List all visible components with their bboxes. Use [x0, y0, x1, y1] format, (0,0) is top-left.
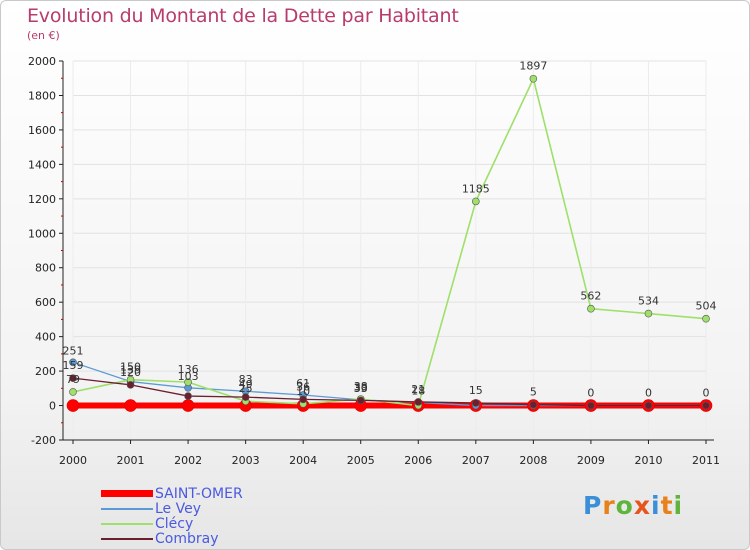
data-label-le-vey: 83 — [239, 373, 253, 386]
data-label-combray: 0 — [587, 387, 594, 400]
y-tick-label: 1400 — [28, 158, 56, 171]
x-tick-label: 2003 — [232, 454, 260, 467]
data-point-clecy — [702, 314, 710, 323]
data-point-clecy — [184, 378, 192, 386]
x-tick-label: 2006 — [404, 454, 432, 467]
data-point-clecy — [644, 309, 653, 318]
x-tick-label: 2004 — [289, 454, 317, 467]
legend-label-clecy: Clécy — [155, 515, 194, 532]
data-label-combray: 159 — [63, 359, 84, 372]
data-point-combray — [69, 374, 77, 382]
y-tick-label: -200 — [31, 434, 56, 447]
data-label-le-vey: 18 — [411, 384, 425, 397]
data-point-combray — [587, 401, 595, 410]
data-point-combray — [472, 399, 480, 407]
data-point-combray — [126, 381, 135, 389]
data-label-clecy: 25 — [239, 382, 253, 395]
y-tick-label: 1200 — [28, 193, 56, 206]
data-label-le-vey: 139 — [120, 364, 141, 377]
data-label-combray: 36 — [296, 380, 310, 393]
data-point-clecy — [472, 197, 480, 206]
series-line-clecy — [72, 77, 707, 407]
data-label-le-vey: 251 — [63, 344, 84, 357]
x-tick-label: 2010 — [634, 454, 662, 467]
data-point-combray — [644, 401, 653, 410]
data-point-combray — [529, 400, 538, 409]
y-tick-label: 1000 — [28, 227, 56, 240]
data-label-combray: 0 — [645, 387, 652, 400]
chart-title: Evolution du Montant de la Dette par Hab… — [27, 5, 459, 27]
data-label-clecy: 10 — [296, 385, 310, 398]
data-point-combray — [184, 392, 192, 400]
legend-swatch-clecy — [101, 522, 153, 525]
data-label-clecy: 534 — [638, 295, 659, 308]
y-tick-label: 1800 — [28, 89, 56, 102]
y-tick-label: 0 — [49, 400, 56, 413]
legend-swatch-le-vey — [101, 507, 153, 510]
y-tick-label: 200 — [35, 365, 56, 378]
y-tick-label: 1600 — [28, 124, 56, 137]
data-point-clecy — [69, 388, 77, 396]
y-tick-label: 400 — [35, 331, 56, 344]
data-label-clecy: 562 — [580, 290, 601, 303]
series-line-le-vey — [72, 361, 706, 407]
data-point-saint-omer — [124, 399, 137, 412]
data-label-combray: 5 — [530, 386, 537, 399]
data-point-saint-omer — [181, 399, 195, 412]
x-tick-label: 2002 — [174, 454, 202, 467]
series-line-combray — [72, 377, 706, 407]
legend-item-saint-omer[interactable]: SAINT-OMER — [101, 485, 243, 502]
data-label-clecy: 38 — [354, 380, 368, 393]
legend-label-combray: Combray — [155, 530, 219, 547]
x-tick-label: 2001 — [117, 454, 145, 467]
x-tick-label: 2008 — [519, 454, 547, 467]
x-tick-label: 2007 — [462, 454, 490, 467]
data-label-le-vey: 61 — [296, 377, 310, 390]
legend-item-le-vey[interactable]: Le Vey — [101, 500, 243, 517]
data-point-combray — [414, 398, 423, 406]
data-label-combray: 120 — [120, 366, 141, 379]
data-point-combray — [702, 401, 710, 410]
x-tick-label: 2009 — [577, 454, 605, 467]
legend-swatch-combray — [101, 537, 153, 540]
y-tick-label: 800 — [35, 262, 56, 275]
data-point-combray — [299, 395, 307, 404]
data-point-clecy — [529, 74, 538, 83]
x-tick-label: 2000 — [59, 454, 87, 467]
data-point-saint-omer — [66, 399, 80, 412]
data-label-clecy: 1185 — [462, 182, 490, 195]
data-point-clecy — [587, 304, 595, 313]
legend-label-le-vey: Le Vey — [155, 500, 202, 517]
data-label-combray: 0 — [703, 387, 710, 400]
x-tick-label: 2005 — [347, 454, 375, 467]
data-point-le-vey — [69, 358, 77, 367]
legend-label-saint-omer: SAINT-OMER — [155, 485, 243, 502]
chart-subtitle: (en €) — [27, 29, 60, 42]
y-tick-label: 2000 — [28, 55, 56, 68]
data-label-clecy: 79 — [66, 373, 80, 386]
data-label-combray: 30 — [354, 381, 368, 394]
proxiti-logo: Proxiti — [583, 491, 684, 520]
y-tick-label: 600 — [35, 296, 56, 309]
legend: SAINT-OMER Le Vey Clécy Combray — [101, 485, 243, 547]
data-label-combray: 21 — [411, 383, 425, 396]
legend-item-combray[interactable]: Combray — [101, 530, 243, 547]
data-label-le-vey: 103 — [178, 370, 199, 383]
legend-swatch-saint-omer — [101, 490, 153, 497]
legend-item-clecy[interactable]: Clécy — [101, 515, 243, 532]
x-tick-label: 2011 — [692, 454, 720, 467]
data-label-combray: 15 — [469, 384, 483, 397]
data-label-clecy: 150 — [120, 361, 141, 374]
data-label-clecy: 1897 — [519, 60, 547, 73]
data-label-clecy: 136 — [178, 363, 199, 376]
data-point-combray — [356, 396, 365, 405]
data-label-combray: 49 — [239, 378, 253, 391]
data-label-clecy: 504 — [696, 300, 717, 313]
data-point-combray — [241, 393, 250, 401]
data-label-le-vey: 33 — [354, 382, 368, 395]
